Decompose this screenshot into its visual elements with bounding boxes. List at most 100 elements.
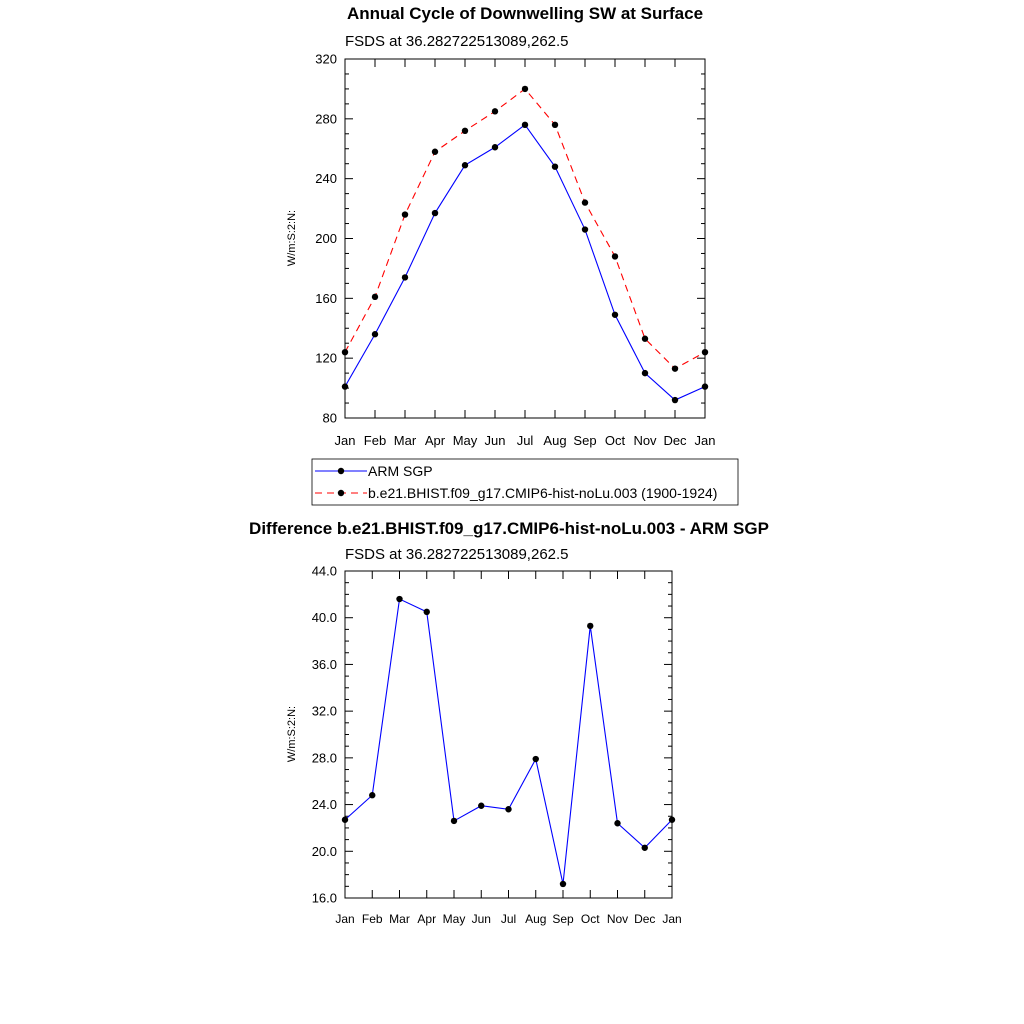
data-point xyxy=(551,121,559,129)
y-tick-label: 20.0 xyxy=(312,844,337,859)
data-point xyxy=(671,365,679,372)
x-tick-label: Oct xyxy=(581,912,600,926)
y-tick-label: 320 xyxy=(315,52,337,67)
x-tick-label: Jun xyxy=(472,912,491,926)
y-tick-labels: 16.0 20.0 24.0 28.0 32.0 36.0 40.0 44.0 xyxy=(312,564,337,906)
x-tick-label: Jan xyxy=(695,433,716,448)
plot-frame xyxy=(344,58,706,419)
x-tick-label: Nov xyxy=(633,433,657,448)
legend-marker-arm-sgp xyxy=(337,467,345,475)
data-point xyxy=(701,348,709,356)
y-tick-label: 200 xyxy=(315,231,337,246)
x-tick-label: May xyxy=(443,912,466,926)
y-tick-label: 40.0 xyxy=(312,610,337,625)
x-tick-label: Dec xyxy=(663,433,687,448)
x-tick-label: May xyxy=(453,433,478,448)
data-point xyxy=(491,108,499,115)
data-point xyxy=(341,816,349,823)
data-point xyxy=(505,806,512,813)
x-tick-label: Jan xyxy=(335,433,356,448)
data-point xyxy=(371,331,379,338)
data-point xyxy=(611,253,619,260)
x-tick-label: Feb xyxy=(362,912,383,926)
data-point xyxy=(521,121,529,129)
chart-annual-cycle: Annual Cycle of Downwelling SW at Surfac… xyxy=(286,4,739,506)
x-tick-label: Jul xyxy=(501,912,516,926)
series-line-0 xyxy=(344,598,673,885)
data-point xyxy=(491,144,499,151)
x-tick-label: Dec xyxy=(634,912,655,926)
data-point xyxy=(671,396,679,404)
x-tick-label: Mar xyxy=(389,912,410,926)
y-tick-label: 44.0 xyxy=(312,564,337,579)
data-point xyxy=(461,127,469,134)
legend-label-model: b.e21.BHIST.f09_g17.CMIP6-hist-noLu.003 … xyxy=(368,485,717,501)
legend-marker-model xyxy=(337,489,345,497)
chart-subtitle: FSDS at 36.282722513089,262.5 xyxy=(345,546,569,563)
data-point xyxy=(532,755,539,763)
y-tick-label: 120 xyxy=(315,351,337,366)
x-tick-label: Feb xyxy=(364,433,386,448)
chart-title: Annual Cycle of Downwelling SW at Surfac… xyxy=(347,4,703,23)
series-group xyxy=(341,595,676,888)
legend-box xyxy=(311,458,739,506)
chart-title: Difference b.e21.BHIST.f09_g17.CMIP6-his… xyxy=(249,519,769,538)
plot-frame xyxy=(344,570,673,899)
axis-ticks xyxy=(344,570,673,899)
data-point xyxy=(401,211,409,218)
x-tick-label: Jul xyxy=(517,433,534,448)
data-point xyxy=(521,85,529,93)
x-tick-label: Jan xyxy=(335,912,354,926)
chart-subtitle: FSDS at 36.282722513089,262.5 xyxy=(345,33,569,50)
y-tick-label: 160 xyxy=(315,291,337,306)
data-point xyxy=(396,595,403,603)
data-point xyxy=(371,293,379,301)
data-point xyxy=(551,163,559,170)
series-group xyxy=(341,85,709,404)
data-point xyxy=(611,311,619,318)
data-point xyxy=(701,383,709,390)
data-point xyxy=(431,148,439,155)
x-tick-label: Apr xyxy=(417,912,436,926)
x-tick-label: Nov xyxy=(607,912,628,926)
data-point xyxy=(641,369,649,377)
x-tick-label: Aug xyxy=(525,912,546,926)
data-point xyxy=(587,622,594,630)
data-point xyxy=(581,226,589,233)
x-tick-label: Apr xyxy=(425,433,446,448)
data-point xyxy=(401,274,409,281)
chart-difference: Difference b.e21.BHIST.f09_g17.CMIP6-his… xyxy=(249,519,769,926)
axis-ticks xyxy=(344,58,706,419)
data-point xyxy=(668,816,676,823)
data-point xyxy=(461,162,469,169)
x-tick-label: Jan xyxy=(662,912,681,926)
x-tick-label: Jun xyxy=(485,433,506,448)
legend-label-arm-sgp: ARM SGP xyxy=(368,463,433,479)
x-tick-label: Oct xyxy=(605,433,626,448)
data-point xyxy=(369,792,376,799)
legend: ARM SGP b.e21.BHIST.f09_g17.CMIP6-hist-n… xyxy=(311,458,739,506)
x-tick-label: Aug xyxy=(543,433,566,448)
y-tick-label: 36.0 xyxy=(312,657,337,672)
y-tick-label: 240 xyxy=(315,171,337,186)
data-point xyxy=(478,802,485,809)
y-tick-label: 80 xyxy=(323,411,337,426)
y-axis-label: W/m:S:2:N: xyxy=(286,706,298,762)
data-point xyxy=(341,383,349,390)
data-point xyxy=(450,817,458,825)
x-tick-labels: Jan Feb Mar Apr May Jun Jul Aug Sep Oct Nov Dec Jan xyxy=(335,433,716,448)
y-tick-label: 28.0 xyxy=(312,750,337,765)
y-tick-label: 16.0 xyxy=(312,891,337,906)
x-tick-label: Sep xyxy=(573,433,596,448)
data-point xyxy=(614,820,621,827)
data-point xyxy=(341,348,349,356)
series-line-1 xyxy=(344,88,706,370)
x-tick-label: Sep xyxy=(552,912,574,926)
data-point xyxy=(641,844,648,851)
y-tick-label: 24.0 xyxy=(312,797,337,812)
series-line-0 xyxy=(344,124,706,401)
x-tick-label: Mar xyxy=(394,433,417,448)
y-tick-label: 280 xyxy=(315,111,337,126)
y-axis-label: W/m:S:2:N: xyxy=(286,210,298,266)
